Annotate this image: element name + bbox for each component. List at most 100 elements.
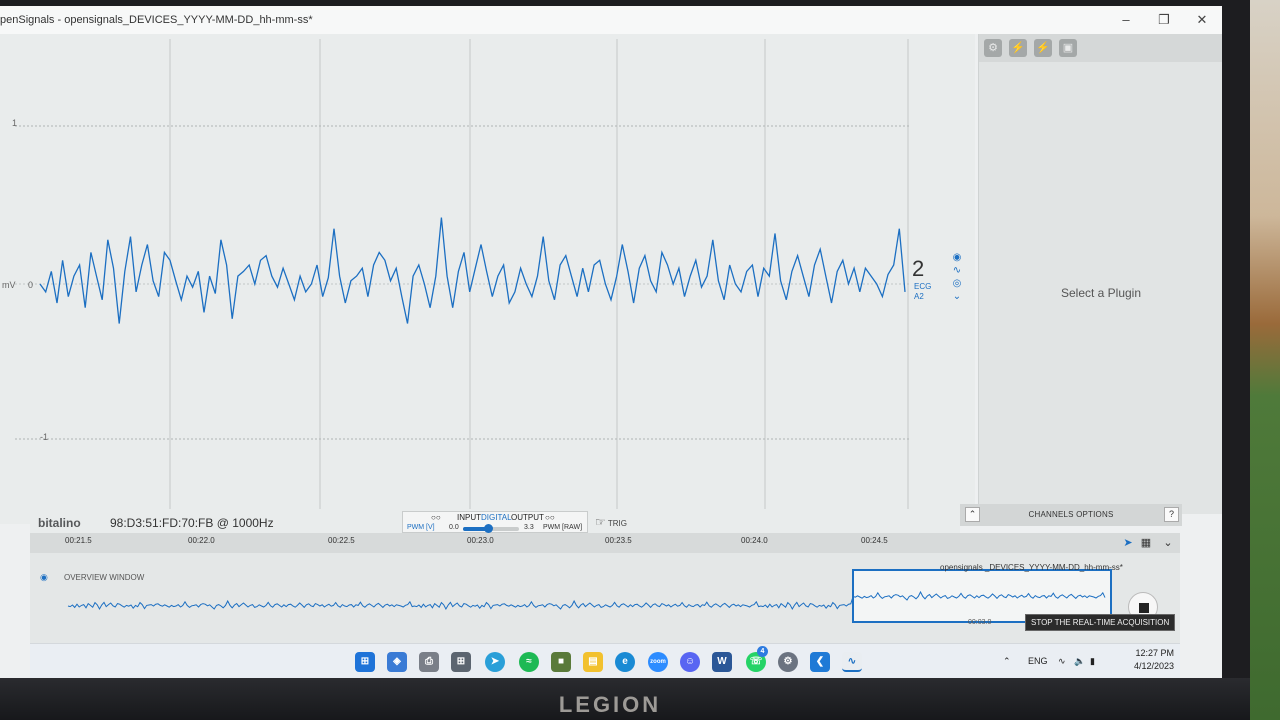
signal-chart bbox=[15, 39, 910, 509]
time-tick: 00:23.0 bbox=[467, 536, 494, 545]
widgets-icon[interactable]: ◈ bbox=[387, 652, 407, 672]
chevron-up-icon[interactable]: ⌃ bbox=[1003, 656, 1011, 666]
device-status-bar: bitalino 98:D3:51:FD:70:FB @ 1000Hz ○○ I… bbox=[30, 511, 960, 533]
files-icon[interactable]: ▤ bbox=[583, 652, 603, 672]
clock-date: 4/12/2023 bbox=[1133, 661, 1174, 671]
screen: penSignals - opensignals_DEVICES_YYYY-MM… bbox=[0, 6, 1222, 678]
overview-window: ◉ OVERVIEW WINDOW opensignals _DEVICES_Y… bbox=[30, 553, 1180, 643]
digital-label: DIGITAL bbox=[481, 513, 512, 522]
opensignals-icon[interactable]: ∿ bbox=[842, 652, 862, 672]
time-tick: 00:24.5 bbox=[861, 536, 888, 545]
overview-time: 00:03.0 bbox=[968, 619, 992, 626]
channel-port-label: A2 bbox=[914, 292, 924, 301]
target-icon[interactable]: ◎ bbox=[952, 278, 962, 289]
overview-filename: opensignals _DEVICES_YYYY-MM-DD_hh-mm-ss… bbox=[940, 563, 1123, 572]
vscode-icon[interactable]: ❮ bbox=[810, 652, 830, 672]
ecg-signal-line bbox=[39, 217, 906, 324]
overview-label: OVERVIEW WINDOW bbox=[64, 573, 145, 582]
gear-icon[interactable]: ⚙ bbox=[984, 39, 1002, 57]
pwm-slider-knob[interactable] bbox=[484, 524, 494, 533]
time-axis: 00:21.5 00:22.0 00:22.5 00:23.0 00:23.5 … bbox=[30, 533, 1180, 553]
clock-time: 12:27 PM bbox=[1135, 648, 1174, 658]
plug-icon[interactable]: ⚡ bbox=[1009, 39, 1027, 57]
plug-add-icon[interactable]: ⚡ bbox=[1034, 39, 1052, 57]
legion-logo: LEGION bbox=[558, 692, 662, 717]
channel-type-label: ECG bbox=[914, 282, 932, 291]
telegram-icon[interactable]: ➤ bbox=[485, 652, 505, 672]
window-title: penSignals - opensignals_DEVICES_YYYY-MM… bbox=[0, 14, 313, 26]
language-indicator[interactable]: ENG bbox=[1028, 656, 1048, 666]
settings-icon[interactable]: ⚙ bbox=[778, 652, 798, 672]
minimize-icon[interactable]: – bbox=[1122, 12, 1130, 27]
pwm-slider[interactable] bbox=[463, 524, 519, 533]
whatsapp-icon[interactable]: ☏ 4 bbox=[746, 646, 768, 672]
stop-icon bbox=[1139, 603, 1149, 613]
signal-plot: 1 0 -1 mV 2 ECG A2 ◉ ∿ ◎ ⌄ bbox=[0, 34, 975, 524]
channels-options-bar[interactable]: ⌃ CHANNELS OPTIONS ? bbox=[960, 504, 1182, 526]
overview-signal-line bbox=[67, 590, 1106, 611]
word-icon[interactable]: W bbox=[712, 652, 732, 672]
image-icon[interactable]: ▣ bbox=[1059, 39, 1077, 57]
pwm-min-label: 0.0 bbox=[449, 524, 459, 531]
chevron-down-icon[interactable]: ⌄ bbox=[952, 291, 962, 302]
y-tick-0: 0 bbox=[28, 280, 34, 290]
wave-icon[interactable]: ∿ bbox=[952, 265, 962, 276]
grid-view-icon[interactable]: ▦ bbox=[1140, 537, 1152, 549]
chevron-up-icon[interactable]: ⌃ bbox=[965, 507, 980, 522]
pin-icon[interactable]: ➤ bbox=[1123, 537, 1133, 549]
select-plugin-text: Select a Plugin bbox=[1060, 286, 1142, 300]
time-tick: 00:21.5 bbox=[65, 536, 92, 545]
digital-io-panel: ○○ INPUT DIGITAL OUTPUT ○○ PWM [V] 0.0 3… bbox=[402, 511, 588, 533]
pwm-v-label: PWM [V] bbox=[407, 524, 435, 531]
title-bar: penSignals - opensignals_DEVICES_YYYY-MM… bbox=[0, 6, 1222, 34]
y-axis-unit: mV bbox=[2, 280, 16, 290]
channels-options-label: CHANNELS OPTIONS bbox=[1028, 510, 1114, 519]
plugin-toolbar: ⚙ ⚡ ⚡ ▣ bbox=[979, 34, 1222, 62]
time-tick: 00:24.0 bbox=[741, 536, 768, 545]
trigger-button[interactable]: ☞ TRIG bbox=[595, 515, 627, 529]
system-clock[interactable]: 12:27 PM 4/12/2023 bbox=[1112, 647, 1174, 673]
whatsapp-badge: 4 bbox=[757, 646, 768, 657]
eye-icon[interactable]: ◉ bbox=[952, 252, 962, 263]
zoom-icon[interactable]: zoom bbox=[648, 652, 668, 672]
volume-muted-icon[interactable]: 🔈 bbox=[1074, 656, 1086, 666]
channel-number: 2 bbox=[912, 256, 925, 281]
y-tick-minus-1: -1 bbox=[40, 432, 49, 442]
plot-grid bbox=[15, 39, 910, 509]
io-toggle-right-icon[interactable]: ○○ bbox=[545, 513, 555, 522]
input-label: INPUT bbox=[457, 513, 481, 522]
calculator-icon[interactable]: ⊞ bbox=[451, 652, 471, 672]
close-icon[interactable]: ✕ bbox=[1196, 12, 1208, 27]
printer-icon[interactable]: ⎙ bbox=[419, 652, 439, 672]
wifi-icon[interactable]: ∿ bbox=[1058, 656, 1066, 666]
spotify-icon[interactable]: ≈ bbox=[519, 652, 539, 672]
stop-tooltip: STOP THE REAL-TIME ACQUISITION bbox=[1025, 614, 1176, 631]
bitalino-logo: bitalino bbox=[38, 516, 81, 530]
restore-icon[interactable]: ❐ bbox=[1158, 12, 1170, 27]
overview-chart bbox=[67, 569, 1112, 623]
taskbar: ⊞ ◈ ⎙ ⊞ ➤ ≈ ■ ▤ e zoom ☺ W ☏ 4 ⚙ ❮ ∿ ⌃ E… bbox=[30, 643, 1180, 678]
device-address: 98:D3:51:FD:70:FB @ 1000Hz bbox=[110, 516, 274, 530]
help-button[interactable]: ? bbox=[1164, 507, 1179, 522]
chevron-down-icon[interactable]: ⌄ bbox=[1163, 537, 1173, 549]
pwm-max-label: 3.3 bbox=[524, 524, 534, 531]
discord-icon[interactable]: ☺ bbox=[680, 652, 700, 672]
channel-type: ECG A2 bbox=[914, 282, 931, 302]
plugin-panel: ⚙ ⚡ ⚡ ▣ Select a Plugin bbox=[978, 34, 1222, 514]
time-tick: 00:22.5 bbox=[328, 536, 355, 545]
windows-start-icon[interactable]: ⊞ bbox=[355, 652, 375, 672]
minecraft-icon[interactable]: ■ bbox=[551, 652, 571, 672]
trig-label: TRIG bbox=[607, 519, 627, 528]
y-tick-1: 1 bbox=[12, 118, 18, 128]
output-label: OUTPUT bbox=[511, 513, 544, 522]
pwm-slider-fill bbox=[463, 527, 489, 531]
io-toggle-left-icon[interactable]: ○○ bbox=[431, 513, 441, 522]
edge-icon[interactable]: e bbox=[615, 652, 635, 672]
battery-icon[interactable]: ▮ bbox=[1090, 656, 1095, 666]
time-tick: 00:23.5 bbox=[605, 536, 632, 545]
hand-icon: ☞ bbox=[595, 515, 606, 529]
time-tick: 00:22.0 bbox=[188, 536, 215, 545]
pwm-raw-label: PWM [RAW] bbox=[543, 524, 583, 531]
eye-icon[interactable]: ◉ bbox=[40, 572, 48, 582]
laptop-base bbox=[0, 678, 1250, 720]
